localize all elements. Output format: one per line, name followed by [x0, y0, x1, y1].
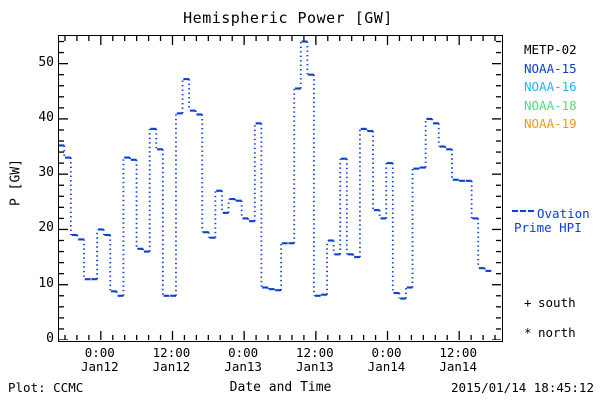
asterisk-marker-icon: *	[524, 325, 532, 340]
x-tick-label: 0:00 Jan14	[342, 346, 432, 374]
x-tick-label: 12:00 Jan13	[270, 346, 360, 374]
data-series-layer	[59, 36, 501, 340]
x-axis-tick-labels: 0:00 Jan12 12:00 Jan12 0:00 Jan13 12:00 Jan13 0:…	[58, 346, 503, 380]
y-tick-label: 10	[38, 275, 54, 291]
x-tick-label: 0:00 Jan13	[198, 346, 288, 374]
footer-timestamp: 2015/01/14 18:45:12	[451, 380, 594, 395]
x-tick-date: Jan13	[224, 359, 262, 374]
legend-north-label: north	[538, 325, 576, 340]
legend-marker-north: * north	[524, 325, 576, 340]
ovation-dash-swatch	[512, 210, 534, 214]
y-tick-label: 50	[38, 54, 54, 70]
legend-ovation-prime: Ovation Prime HPI	[512, 207, 590, 235]
x-tick-time: 12:00	[152, 345, 191, 360]
x-tick-time: 0:00	[84, 345, 115, 360]
x-tick-label: 12:00 Jan14	[413, 346, 503, 374]
y-tick-label: 30	[38, 165, 54, 181]
y-tick-label: 40	[38, 109, 54, 125]
x-tick-date: Jan12	[152, 359, 191, 374]
legend-entry-metp-02: METP-02	[524, 42, 577, 57]
legend-satellites: METP-02 NOAA-15 NOAA-16 NOAA-18 NOAA-19	[524, 41, 577, 134]
y-tick-label: 0	[46, 331, 54, 346]
footer-plot-source: Plot: CCMC	[8, 380, 84, 395]
legend-entry-noaa-18: NOAA-18	[524, 97, 577, 113]
x-tick-time: 0:00	[228, 345, 259, 360]
x-tick-date: Jan14	[367, 359, 406, 374]
legend-ovation-label-line2: Prime HPI	[514, 220, 582, 235]
x-tick-date: Jan13	[296, 359, 334, 374]
legend-south-label: south	[538, 295, 576, 310]
y-tick-label: 20	[38, 220, 54, 236]
legend-entry-noaa-16: NOAA-16	[524, 79, 577, 94]
legend-entry-noaa-15: NOAA-15	[524, 60, 577, 76]
x-tick-label: 12:00 Jan12	[126, 346, 216, 374]
x-tick-date: Jan12	[80, 359, 119, 374]
x-tick-date: Jan14	[439, 359, 477, 374]
chart-title: Hemispheric Power [GW]	[183, 9, 393, 27]
y-axis-title: P [GW]	[8, 159, 24, 206]
legend-ovation-label-line1: Ovation	[537, 206, 590, 221]
x-tick-time: 12:00	[439, 345, 477, 360]
plot-frame	[58, 35, 503, 342]
x-tick-time: 12:00	[296, 345, 334, 360]
plus-marker-icon: +	[524, 295, 532, 310]
x-axis-title: Date and Time	[229, 380, 332, 395]
legend-entry-noaa-19: NOAA-19	[524, 116, 577, 131]
x-tick-label: 0:00 Jan12	[55, 346, 145, 374]
x-tick-time: 0:00	[371, 345, 402, 360]
plot-area	[59, 36, 502, 341]
legend-marker-south: + south	[524, 295, 576, 310]
y-axis-tick-labels: 0 10 20 30 40 50	[18, 35, 54, 346]
